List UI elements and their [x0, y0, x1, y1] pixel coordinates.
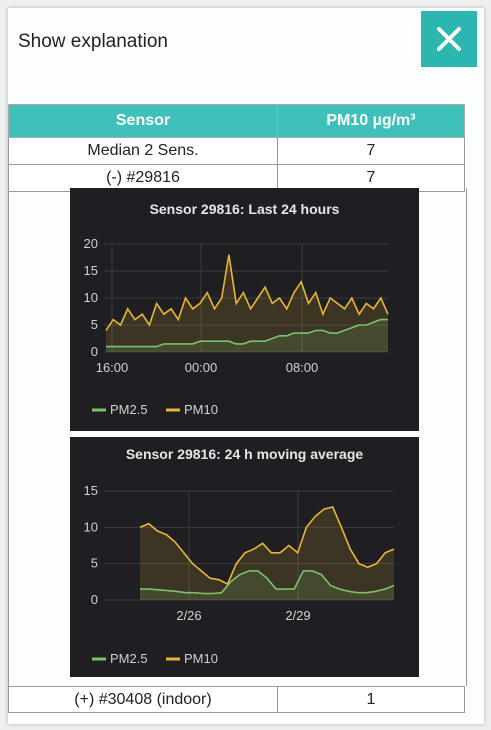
close-button[interactable]: [421, 11, 477, 67]
table-row[interactable]: Median 2 Sens. 7: [8, 137, 465, 165]
pm10-value-cell: 7: [277, 137, 465, 165]
legend-label[interactable]: PM2.5: [110, 402, 148, 417]
y-tick-label: 5: [91, 556, 98, 571]
chart-last-24h: Sensor 29816: Last 24 hours 0 5 10 15 20 16:00…: [70, 188, 419, 431]
y-tick-label: 0: [91, 592, 98, 607]
chart-moving-average-svg: Sensor 29816: 24 h moving average 0 5 10 15 2…: [84, 446, 395, 666]
legend-label[interactable]: PM10: [184, 651, 218, 666]
table-row[interactable]: (-) #29816 7: [8, 164, 465, 192]
x-tick-label: 00:00: [185, 360, 218, 375]
sensor-name-cell: (+) #30408 (indoor): [8, 686, 278, 713]
series-area-pm25: [140, 570, 394, 600]
series-line-pm10: [139, 506, 395, 586]
sensor-table: Sensor PM10 µg/m³ Median 2 Sens. 7 (-) #…: [8, 104, 465, 192]
chart-moving-average: Sensor 29816: 24 h moving average 0 5 10 15 2…: [70, 437, 419, 677]
chart-title: Sensor 29816: 24 h moving average: [126, 446, 364, 462]
column-header-sensor[interactable]: Sensor: [8, 104, 278, 138]
x-tick-label: 16:00: [96, 360, 129, 375]
y-tick-label: 10: [84, 519, 98, 534]
legend-label[interactable]: PM2.5: [110, 651, 148, 666]
series-line-pm10: [105, 254, 389, 331]
sensor-name-cell: (-) #29816: [8, 164, 278, 192]
series-line-pm25: [106, 318, 388, 348]
y-tick-label: 10: [84, 290, 98, 305]
close-icon: [437, 27, 461, 51]
sensor-name-cell: Median 2 Sens.: [8, 137, 278, 165]
x-tick-label: 2/26: [176, 608, 201, 623]
charts-row: Sensor 29816: Last 24 hours 0 5 10 15 20 16:00…: [8, 188, 467, 686]
x-tick-label: 2/29: [285, 608, 310, 623]
series-area-pm10: [140, 507, 394, 600]
y-tick-label: 0: [91, 344, 98, 359]
chart-last-24h-svg: Sensor 29816: Last 24 hours 0 5 10 15 20 16:00…: [84, 201, 389, 417]
pm10-value-cell: 7: [277, 164, 465, 192]
table-row[interactable]: (+) #30408 (indoor) 1: [8, 686, 465, 713]
series-line-pm25: [140, 570, 395, 595]
series-area-pm10: [106, 254, 388, 352]
y-tick-label: 15: [84, 483, 98, 498]
show-explanation-link[interactable]: Show explanation: [18, 31, 168, 52]
x-tick-label: 08:00: [286, 360, 319, 375]
y-tick-label: 5: [91, 317, 98, 332]
y-tick-label: 15: [84, 263, 98, 278]
legend-label[interactable]: PM10: [184, 402, 218, 417]
y-tick-label: 20: [84, 236, 98, 251]
pm10-value-cell: 1: [277, 686, 465, 713]
column-header-pm10[interactable]: PM10 µg/m³: [277, 104, 465, 138]
sensor-table-last: (+) #30408 (indoor) 1: [8, 686, 465, 713]
table-header-row: Sensor PM10 µg/m³: [8, 104, 465, 138]
chart-title: Sensor 29816: Last 24 hours: [150, 201, 340, 217]
